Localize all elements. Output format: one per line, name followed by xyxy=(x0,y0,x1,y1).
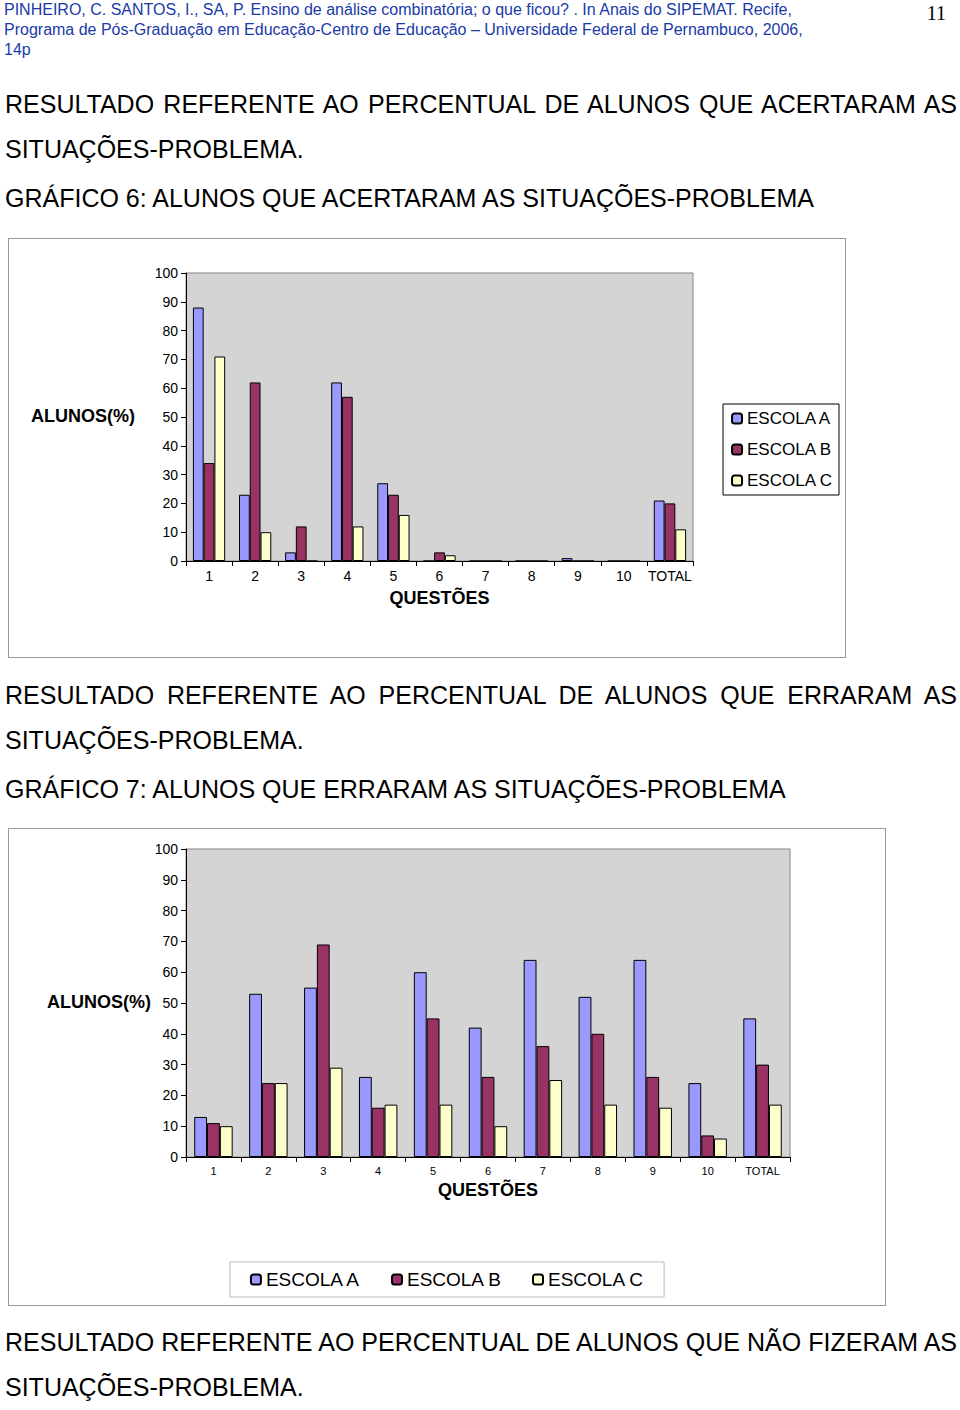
svg-text:9: 9 xyxy=(574,568,582,584)
html-text:Programa de Pós-Graduação em E: Programa de Pós-Graduação em Educação-Ce… xyxy=(4,21,803,38)
svg-text:QUESTÕES: QUESTÕES xyxy=(389,587,489,608)
svg-text:7: 7 xyxy=(540,1165,546,1177)
svg-text:50: 50 xyxy=(162,995,178,1011)
html-text:GRÁFICO 6: ALUNOS QUE ACERTARA: GRÁFICO 6: ALUNOS QUE ACERTARAM AS SITUA… xyxy=(5,184,814,212)
svg-text:ESCOLA A: ESCOLA A xyxy=(266,1269,359,1290)
svg-text:3: 3 xyxy=(320,1165,326,1177)
html-text:11: 11 xyxy=(926,2,946,24)
svg-text:4: 4 xyxy=(375,1165,381,1177)
svg-text:40: 40 xyxy=(162,1026,178,1042)
svg-text:2: 2 xyxy=(265,1165,271,1177)
svg-text:2: 2 xyxy=(251,568,259,584)
svg-text:ESCOLA C: ESCOLA C xyxy=(548,1269,643,1290)
svg-text:1: 1 xyxy=(205,568,213,584)
svg-text:8: 8 xyxy=(528,568,536,584)
html-text:RESULTADO REFERENTE AO PERCENT: RESULTADO REFERENTE AO PERCENTUAL DE ALU… xyxy=(5,90,957,163)
svg-text:TOTAL: TOTAL xyxy=(648,568,692,584)
html-text:14p: 14p xyxy=(4,41,31,58)
html-text:GRÁFICO 7: ALUNOS QUE ERRARAM: GRÁFICO 7: ALUNOS QUE ERRARAM AS SITUAÇÕ… xyxy=(5,775,786,803)
svg-text:8: 8 xyxy=(595,1165,601,1177)
svg-text:90: 90 xyxy=(162,294,178,310)
svg-text:ESCOLA C: ESCOLA C xyxy=(747,471,832,490)
svg-text:10: 10 xyxy=(162,1118,178,1134)
svg-text:6: 6 xyxy=(485,1165,491,1177)
svg-text:20: 20 xyxy=(162,1087,178,1103)
svg-text:70: 70 xyxy=(162,933,178,949)
svg-text:30: 30 xyxy=(162,467,178,483)
svg-text:60: 60 xyxy=(162,380,178,396)
svg-text:ALUNOS(%): ALUNOS(%) xyxy=(31,406,135,426)
svg-text:9: 9 xyxy=(650,1165,656,1177)
svg-text:100: 100 xyxy=(155,841,179,857)
svg-text:90: 90 xyxy=(162,872,178,888)
svg-text:ESCOLA B: ESCOLA B xyxy=(747,440,831,459)
svg-text:ESCOLA A: ESCOLA A xyxy=(747,409,831,428)
svg-text:70: 70 xyxy=(162,351,178,367)
svg-text:7: 7 xyxy=(482,568,490,584)
svg-text:5: 5 xyxy=(430,1165,436,1177)
svg-text:3: 3 xyxy=(297,568,305,584)
html-text:PINHEIRO, C. SANTOS, I., SA, P: PINHEIRO, C. SANTOS, I., SA, P. Ensino d… xyxy=(4,1,792,18)
svg-text:4: 4 xyxy=(343,568,351,584)
svg-text:20: 20 xyxy=(162,495,178,511)
svg-text:10: 10 xyxy=(162,524,178,540)
svg-text:0: 0 xyxy=(170,1149,178,1165)
svg-text:QUESTÕES: QUESTÕES xyxy=(438,1179,538,1200)
svg-text:TOTAL: TOTAL xyxy=(745,1165,779,1177)
html-text:RESULTADO REFERENTE AO PERCENT: RESULTADO REFERENTE AO PERCENTUAL DE ALU… xyxy=(5,1328,957,1401)
svg-text:1: 1 xyxy=(210,1165,216,1177)
svg-text:80: 80 xyxy=(162,903,178,919)
svg-text:100: 100 xyxy=(155,265,179,281)
svg-text:30: 30 xyxy=(162,1057,178,1073)
svg-text:10: 10 xyxy=(616,568,632,584)
svg-text:40: 40 xyxy=(162,438,178,454)
html-text:RESULTADO REFERENTE AO PERCENT: RESULTADO REFERENTE AO PERCENTUAL DE ALU… xyxy=(5,681,957,754)
svg-text:10: 10 xyxy=(702,1165,714,1177)
svg-text:60: 60 xyxy=(162,964,178,980)
svg-text:50: 50 xyxy=(162,409,178,425)
svg-text:ESCOLA B: ESCOLA B xyxy=(407,1269,501,1290)
svg-text:ALUNOS(%): ALUNOS(%) xyxy=(47,992,151,1012)
svg-text:6: 6 xyxy=(436,568,444,584)
svg-text:80: 80 xyxy=(162,323,178,339)
svg-text:5: 5 xyxy=(390,568,398,584)
svg-text:0: 0 xyxy=(170,553,178,569)
